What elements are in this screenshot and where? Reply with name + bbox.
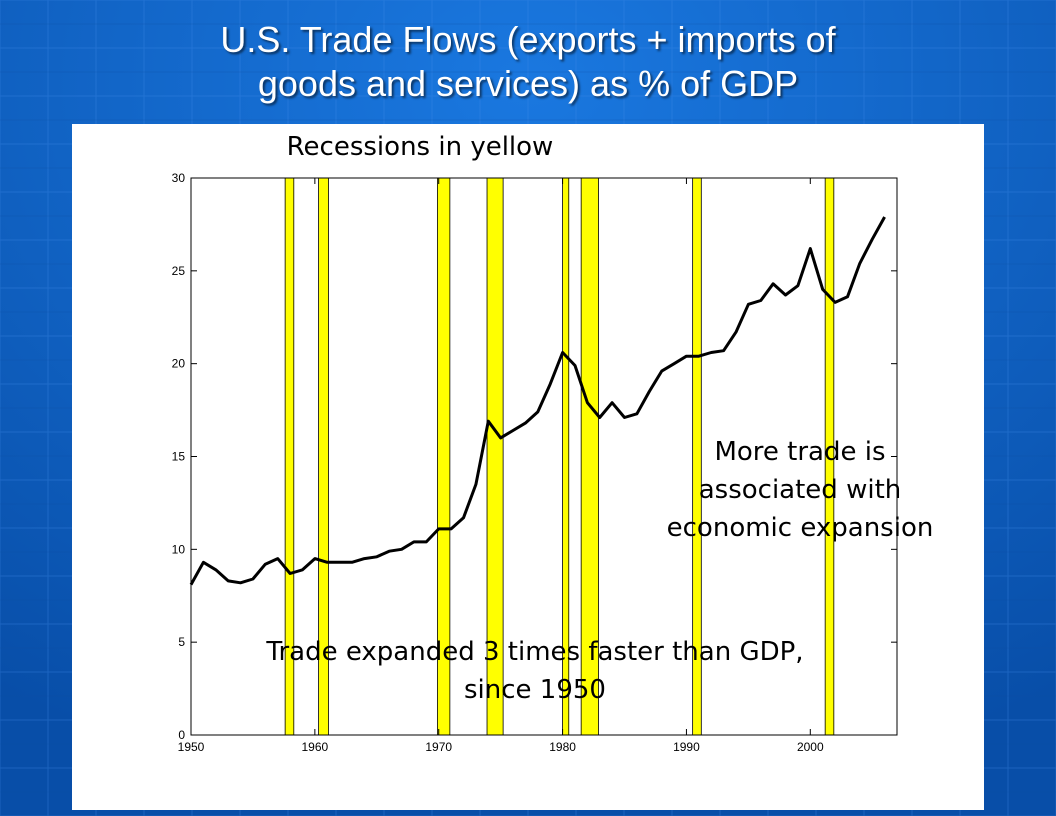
trade-chart: 1950 1960 1970 1980 1990 2000 0 5 10 15 20 25 30 Rec… <box>172 132 934 754</box>
x-tick-label: 1960 <box>302 740 329 754</box>
y-tick-label: 25 <box>172 264 186 278</box>
x-tick-label: 1970 <box>425 740 452 754</box>
annotation-growth-line1: Trade expanded 3 times faster than GDP, <box>265 637 803 667</box>
axis-ticks: 1950 1960 1970 1980 1990 2000 0 5 10 15 20 25 30 <box>172 171 897 754</box>
y-tick-label: 5 <box>178 635 185 649</box>
y-tick-label: 15 <box>172 450 186 464</box>
y-tick-label: 30 <box>172 171 186 185</box>
y-tick-label: 20 <box>172 357 186 371</box>
x-tick-label: 2000 <box>797 740 824 754</box>
chart-panel: 1950 1960 1970 1980 1990 2000 0 5 10 15 20 25 30 Rec… <box>72 124 984 810</box>
x-tick-label: 1950 <box>178 740 205 754</box>
slide-title-line1: U.S. Trade Flows (exports + imports of <box>220 19 836 60</box>
trade-series-line <box>189 216 886 586</box>
annotation-growth-line2: since 1950 <box>464 675 606 705</box>
slide-title: U.S. Trade Flows (exports + imports of g… <box>0 18 1056 106</box>
annotation-expansion-line1: More trade is <box>714 437 885 467</box>
y-tick-label: 0 <box>178 728 185 742</box>
x-tick-label: 1980 <box>549 740 576 754</box>
y-tick-label: 10 <box>172 542 186 556</box>
annotation-expansion-line3: economic expansion <box>667 513 934 543</box>
annotation-expansion-line2: associated with <box>699 475 902 505</box>
chart-title: Recessions in yellow <box>287 132 554 162</box>
x-tick-label: 1990 <box>673 740 700 754</box>
slide-title-line2: goods and services) as % of GDP <box>257 63 799 104</box>
